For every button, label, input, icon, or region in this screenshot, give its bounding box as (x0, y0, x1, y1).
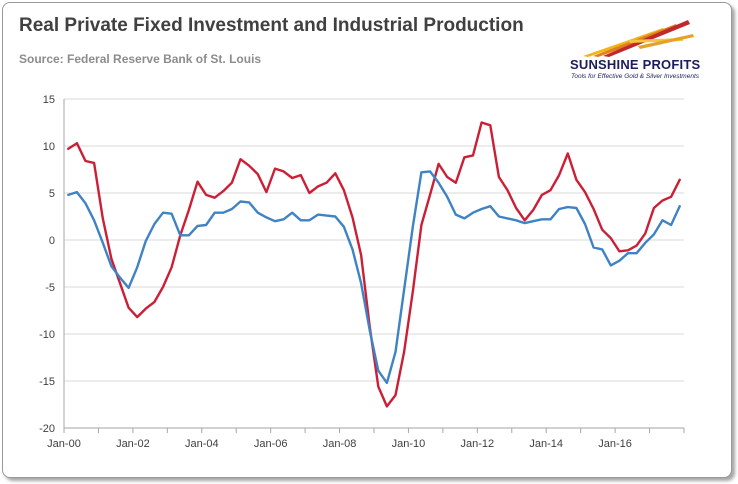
gridlines (64, 98, 684, 429)
y-tick-label: -10 (39, 329, 55, 341)
x-tick-label: Jan-00 (47, 438, 81, 450)
series-line-blue (67, 170, 681, 385)
y-tick-label: 5 (49, 188, 55, 200)
x-tick-label: Jan-16 (598, 438, 632, 450)
x-tick-label: Jan-02 (116, 438, 150, 450)
logo-tagline: Tools for Effective Gold & Silver Invest… (571, 73, 700, 80)
series-line-red (67, 121, 681, 408)
series-lines (67, 121, 681, 408)
logo-name: SUNSHINE PROFITS (570, 57, 701, 72)
x-tick-label: Jan-10 (392, 438, 426, 450)
sunshine-profits-logo (583, 20, 694, 57)
axes: 15 10 5 0 -5 -10 -15 -20 Jan-00 Jan-02 Jan-04 Jan-0… (39, 94, 685, 450)
x-tick-label: Jan-14 (529, 438, 563, 450)
x-tick-label: Jan-04 (185, 438, 219, 450)
y-tick-label: -20 (39, 423, 55, 435)
y-tick-label: -5 (45, 282, 55, 294)
y-tick-label: -15 (39, 376, 55, 388)
y-tick-label: 15 (43, 94, 55, 106)
y-tick-label: 10 (43, 141, 55, 153)
y-tick-label: 0 (49, 235, 55, 247)
x-tick-label: Jan-06 (254, 438, 288, 450)
chart-title: Real Private Fixed Investment and Indust… (19, 15, 524, 36)
x-tick-label: Jan-12 (461, 438, 495, 450)
source-note: Source: Federal Reserve Bank of St. Loui… (19, 52, 262, 66)
x-tick-label: Jan-08 (323, 438, 357, 450)
